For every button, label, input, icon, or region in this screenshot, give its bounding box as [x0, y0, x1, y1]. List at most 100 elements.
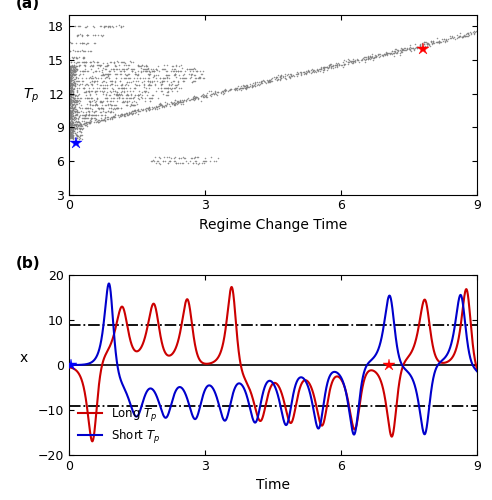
Point [83, 118, 91, 126]
Point [95, 61, 103, 69]
Point [81, 68, 89, 76]
Point [170, 84, 178, 92]
Point [69, 105, 77, 113]
Point [253, 82, 261, 90]
Point [67, 108, 75, 116]
Point [242, 81, 250, 89]
Point [121, 98, 128, 106]
Point [430, 37, 437, 45]
Point [166, 102, 174, 110]
Point [164, 159, 172, 167]
Point [148, 104, 156, 112]
Point [91, 38, 98, 46]
Point [369, 54, 376, 62]
Point [69, 80, 77, 88]
Point [72, 66, 80, 74]
Point [79, 67, 87, 75]
Point [104, 100, 112, 108]
Point [67, 92, 75, 100]
Point [257, 77, 265, 85]
Point [351, 58, 359, 66]
Point [175, 84, 183, 92]
Point [145, 103, 153, 111]
Point [66, 72, 74, 80]
Point [169, 77, 177, 85]
Point [68, 118, 76, 126]
Point [227, 85, 235, 93]
Point [66, 130, 74, 138]
Point [176, 96, 184, 104]
Point [73, 100, 81, 108]
Point [66, 66, 74, 74]
Point [134, 91, 142, 99]
Point [396, 50, 404, 58]
Point [69, 106, 77, 114]
Point [172, 68, 180, 76]
Point [72, 65, 80, 73]
Point [189, 65, 197, 73]
Point [65, 107, 73, 115]
Point [127, 78, 135, 86]
Point [128, 67, 136, 75]
Point [66, 71, 74, 79]
Point [77, 120, 85, 128]
Point [68, 124, 76, 132]
Point [65, 122, 73, 130]
Point [84, 88, 92, 96]
Point [343, 58, 351, 66]
Point [142, 66, 150, 74]
Point [386, 50, 394, 58]
Point [338, 60, 345, 68]
Point [136, 74, 144, 82]
Point [459, 32, 466, 40]
Point [103, 80, 111, 88]
Point [258, 79, 266, 87]
Point [323, 64, 331, 72]
Point [170, 70, 178, 78]
Point [114, 92, 122, 100]
Point [67, 109, 75, 117]
Point [103, 116, 111, 124]
Point [72, 98, 80, 106]
Point [150, 67, 157, 75]
Point [75, 124, 83, 132]
Point [91, 111, 99, 119]
Point [142, 108, 150, 116]
Point [65, 92, 73, 100]
Point [154, 102, 161, 110]
Point [185, 96, 193, 104]
Point [144, 70, 152, 78]
Point [131, 108, 139, 116]
Point [85, 88, 93, 96]
Point [180, 74, 187, 82]
Point [66, 77, 74, 85]
Point [69, 97, 77, 105]
Point [416, 42, 424, 50]
Point [122, 109, 130, 117]
Point [220, 89, 228, 97]
Point [104, 60, 112, 68]
Point [243, 82, 251, 90]
Point [76, 127, 84, 135]
Point [150, 67, 158, 75]
Point [112, 66, 120, 74]
Point [76, 70, 84, 78]
Point [68, 86, 76, 94]
Point [192, 74, 200, 82]
Point [80, 120, 88, 128]
Point [69, 97, 77, 105]
Point [105, 67, 113, 75]
Point [242, 84, 249, 92]
Point [236, 84, 244, 92]
Point [210, 90, 218, 98]
Point [95, 104, 103, 112]
Point [331, 62, 339, 70]
Point [73, 62, 81, 70]
Point [69, 124, 77, 132]
Point [424, 40, 431, 48]
Point [125, 97, 133, 105]
Point [88, 77, 96, 85]
Point [123, 91, 131, 99]
Point [75, 127, 83, 135]
Point [70, 68, 78, 76]
